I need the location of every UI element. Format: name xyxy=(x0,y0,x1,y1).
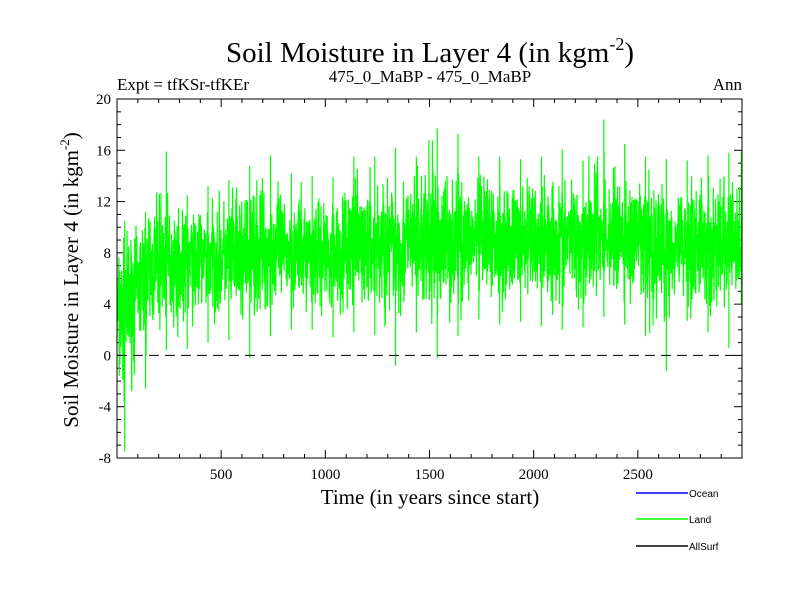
plot-area-frame xyxy=(116,98,743,459)
y-tick-label: 16 xyxy=(96,143,112,159)
season-label: Ann xyxy=(713,75,743,94)
legend: Ocean Land AllSurf xyxy=(636,489,719,553)
y-tick-label: 8 xyxy=(104,246,112,262)
y-tick-label: -8 xyxy=(99,451,112,467)
x-tick-label: 1500 xyxy=(415,467,445,483)
chart-title-sup: -2 xyxy=(609,34,624,54)
tick-labels: -8 -4 0 4 8 12 16 20 500 1000 1500 2000 2500 xyxy=(96,92,653,483)
chart-title: Soil Moisture in Layer 4 (in kgm-2) xyxy=(226,34,634,69)
y-tick-label: 20 xyxy=(96,92,111,108)
x-tick-label: 500 xyxy=(210,467,233,483)
y-axis-label: Soil Moisture in Layer 4 (in kgm-2) xyxy=(57,132,83,427)
series-land xyxy=(116,119,743,452)
y-axis-label-end: ) xyxy=(59,132,83,139)
y-tick-label: 12 xyxy=(96,195,111,211)
period-label: 475_0_MaBP - 475_0_MaBP xyxy=(329,67,531,86)
axis-ticks xyxy=(117,98,742,459)
y-tick-label: -4 xyxy=(99,400,112,416)
y-axis-label-sup: -2 xyxy=(57,139,72,150)
chart-title-end: ) xyxy=(624,37,634,69)
legend-label-ocean: Ocean xyxy=(689,489,718,500)
y-tick-label: 0 xyxy=(104,348,112,364)
land-series-line xyxy=(116,140,743,403)
legend-label-land: Land xyxy=(689,515,711,526)
y-axis-label-main: Soil Moisture in Layer 4 (in kgm xyxy=(59,150,83,428)
x-tick-label: 2500 xyxy=(623,467,653,483)
x-axis-label: Time (in years since start) xyxy=(321,485,540,509)
x-tick-label: 2000 xyxy=(519,467,549,483)
y-tick-label: 4 xyxy=(104,297,112,313)
experiment-label: Expt = tfKSr-tfKEr xyxy=(117,75,249,94)
x-tick-label: 1000 xyxy=(310,467,340,483)
chart-title-main: Soil Moisture in Layer 4 (in kgm xyxy=(226,37,610,69)
legend-label-allsurf: AllSurf xyxy=(689,542,719,553)
